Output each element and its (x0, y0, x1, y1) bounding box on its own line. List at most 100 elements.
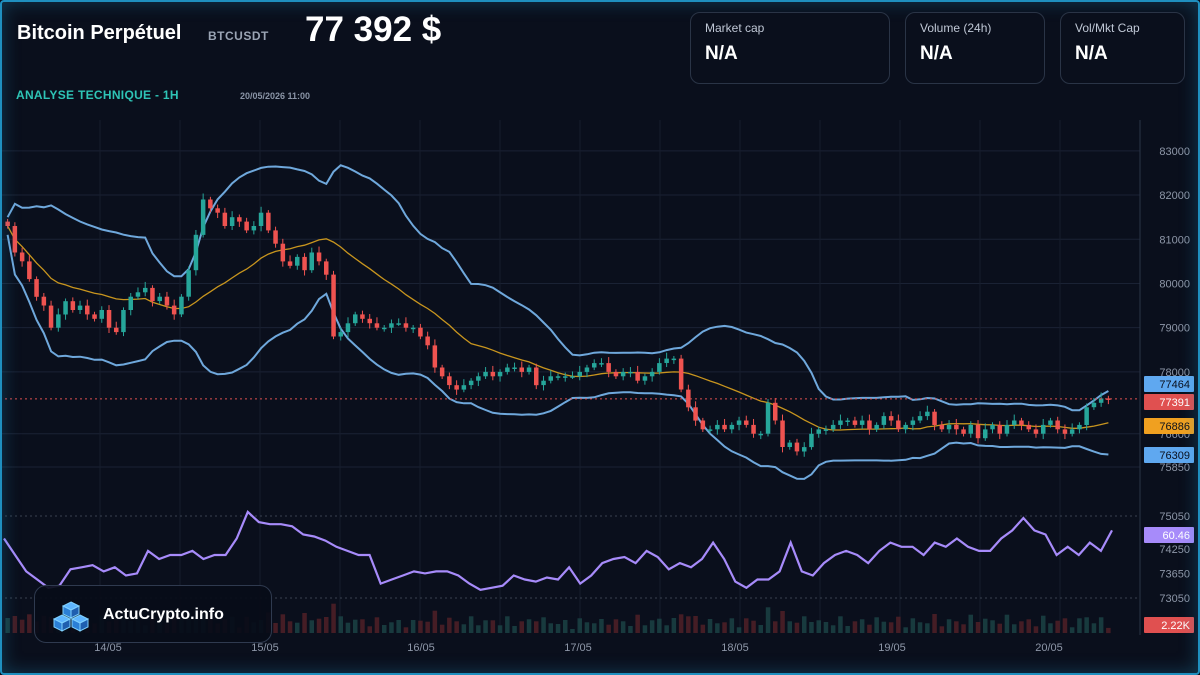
candle-body (425, 336, 430, 346)
candle-body (1098, 398, 1104, 403)
volume-bar (693, 616, 698, 633)
candle-body (859, 420, 865, 425)
volume-bar (1084, 617, 1089, 633)
candle-body (222, 212, 228, 226)
candle-body (700, 420, 706, 430)
candle-body (396, 323, 401, 325)
candlesticks (5, 193, 1111, 457)
volume-bar (802, 616, 807, 633)
candle-body (722, 424, 727, 430)
rsi-tick-label: 74250 (1159, 544, 1190, 556)
volume-bar (439, 624, 445, 633)
candle-body (584, 367, 590, 372)
candle-body (896, 420, 901, 430)
volume-bar (823, 622, 829, 633)
volume-bar (657, 618, 662, 633)
candle-body (295, 256, 300, 266)
candle-body (324, 261, 329, 275)
analysis-datetime: 20/05/2026 11:00 (240, 91, 311, 101)
volume-bar (642, 625, 648, 633)
volume-bar (722, 622, 727, 633)
candle-body (353, 314, 358, 324)
candle-body (635, 371, 640, 381)
volume-bar (367, 626, 372, 633)
volume-bar (787, 621, 792, 633)
candle-body (19, 252, 25, 262)
price-tick-label: 79000 (1159, 323, 1190, 335)
candle-body (468, 380, 474, 386)
candle-body (830, 424, 836, 430)
candle-body (838, 420, 843, 425)
candle-body (208, 199, 213, 209)
candle-body (968, 424, 973, 434)
volume-bar (686, 616, 691, 633)
candle-body (143, 287, 148, 293)
candle-body (961, 429, 966, 434)
volume-bar (983, 618, 988, 633)
candle-body (1026, 424, 1031, 430)
volume-bar (888, 622, 894, 633)
volume-bar (497, 625, 503, 633)
candle-body (1041, 424, 1046, 434)
volume-bar (280, 614, 286, 633)
candle-body (345, 323, 351, 333)
volume-bar (1062, 618, 1068, 633)
candle-body (606, 363, 611, 372)
volume-bar (1019, 621, 1024, 633)
candle-body (1004, 424, 1010, 434)
volume-bar (19, 619, 25, 633)
volume-bar (773, 621, 778, 633)
volume-bar (925, 623, 930, 633)
volume-bar (620, 621, 626, 633)
candle-body (244, 221, 249, 231)
moving-average-badge-text: 76886 (1159, 421, 1190, 433)
candle-body (577, 371, 582, 377)
asset-symbol: BTCUSDT (208, 29, 269, 43)
candle-body (628, 371, 633, 374)
rsi-tick-label: 73650 (1159, 568, 1190, 580)
volume-bar (961, 624, 966, 633)
analysis-label: ANALYSE TECHNIQUE - 1H (16, 88, 179, 102)
candle-body (461, 385, 467, 390)
volume-bar (447, 617, 452, 633)
volume-bar (606, 624, 611, 633)
price-axis: 8300082000810008000079000780007660075850… (0, 120, 1194, 635)
candle-body (563, 376, 568, 378)
rsi-tick-label: 75050 (1159, 511, 1190, 523)
chart-grid (0, 120, 1140, 630)
volume-bar (635, 614, 640, 633)
candle-body (237, 217, 242, 222)
brand-logo[interactable]: ActuCrypto.info (34, 585, 272, 643)
candle-body (483, 371, 488, 377)
volume-bar (338, 616, 343, 633)
volume-bar (780, 611, 785, 633)
volume-bar (599, 619, 604, 633)
volume-bar (881, 621, 887, 633)
candle-body (114, 327, 119, 333)
volume-bar (316, 618, 322, 633)
candle-body (642, 376, 648, 381)
volume-bar (1033, 626, 1039, 633)
candle-body (410, 327, 416, 330)
candle-body (983, 429, 988, 439)
candle-body (251, 226, 257, 231)
volume-bar (1098, 617, 1104, 633)
moving-average-line (7, 225, 1109, 431)
candle-body (1055, 420, 1060, 430)
candle-body (157, 296, 162, 302)
candle-body (990, 424, 995, 430)
bollinger-lower-badge: 76309 (1144, 447, 1194, 463)
volume-value: N/A (920, 43, 953, 64)
volume-bar (577, 618, 582, 633)
candle-body (758, 433, 763, 436)
price-tick-label: 83000 (1159, 146, 1190, 158)
volume-bar (374, 617, 380, 633)
candle-body (316, 252, 322, 262)
volume-bar (758, 625, 763, 633)
candle-body (164, 296, 170, 306)
candle-body (765, 402, 771, 434)
volume-bar (512, 626, 517, 633)
candle-body (403, 323, 409, 328)
candle-body (200, 199, 206, 235)
bollinger-bands (6, 164, 1109, 480)
